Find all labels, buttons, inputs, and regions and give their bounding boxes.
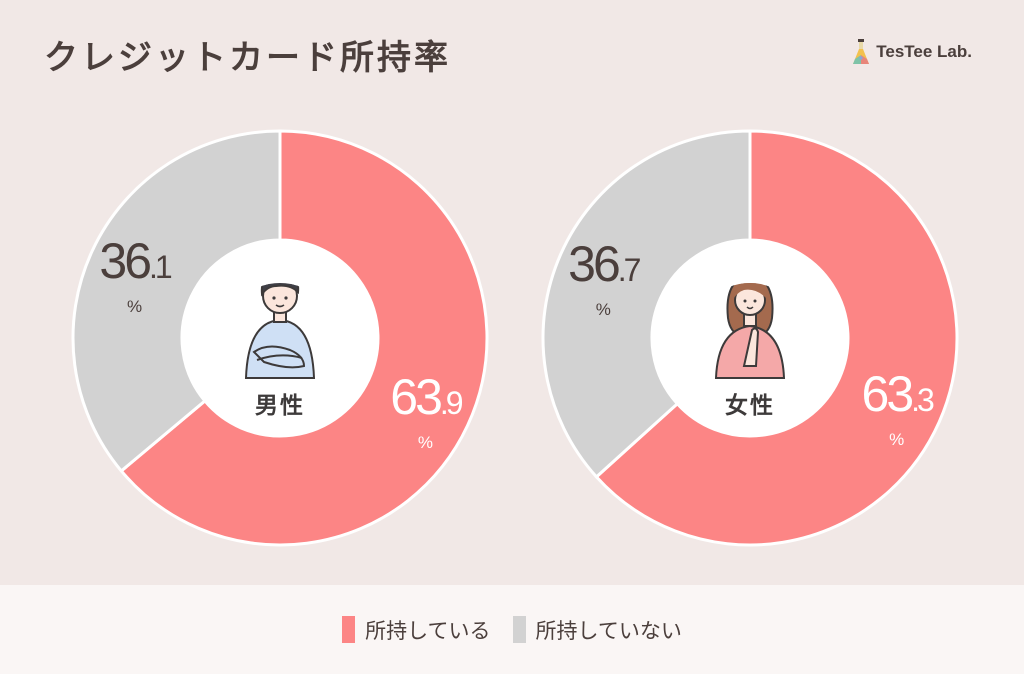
donut-0-unit-label-1: % xyxy=(127,297,142,316)
donut-1-slice-0 xyxy=(594,129,959,547)
woman-avatar-icon xyxy=(714,283,786,379)
donut-1-slice-1 xyxy=(541,129,752,479)
brand-name: TesTee Lab. xyxy=(876,42,972,61)
legend: 所持している 所持していない xyxy=(0,585,1024,674)
chart-title: クレジットカード所持率 xyxy=(44,38,451,78)
legend-label-0: 所持している xyxy=(365,618,491,643)
donut-1-unit-label-0: % xyxy=(889,430,904,449)
donut-charts: 63.9%36.1%男性 63.3%36.7%女性 xyxy=(71,129,959,547)
donut-0-slice-1 xyxy=(71,129,282,474)
flask-icon xyxy=(853,39,870,64)
legend-swatch-0 xyxy=(342,616,356,643)
legend-label-1: 所持していない xyxy=(535,618,682,643)
donut-0-unit-label-0: % xyxy=(418,433,433,452)
donut-0-slice-0 xyxy=(119,129,489,547)
legend-swatch-1 xyxy=(512,616,526,643)
legend-item-1: 所持していない xyxy=(512,615,682,645)
legend-item-0: 所持している xyxy=(342,615,491,645)
brand-logo: TesTee Lab. xyxy=(852,38,972,66)
man-avatar-icon xyxy=(244,283,316,379)
donut-1-center-label: 女性 xyxy=(725,392,775,419)
donut-1-unit-label-1: % xyxy=(596,300,611,319)
donut-0-center-label: 男性 xyxy=(255,393,305,419)
